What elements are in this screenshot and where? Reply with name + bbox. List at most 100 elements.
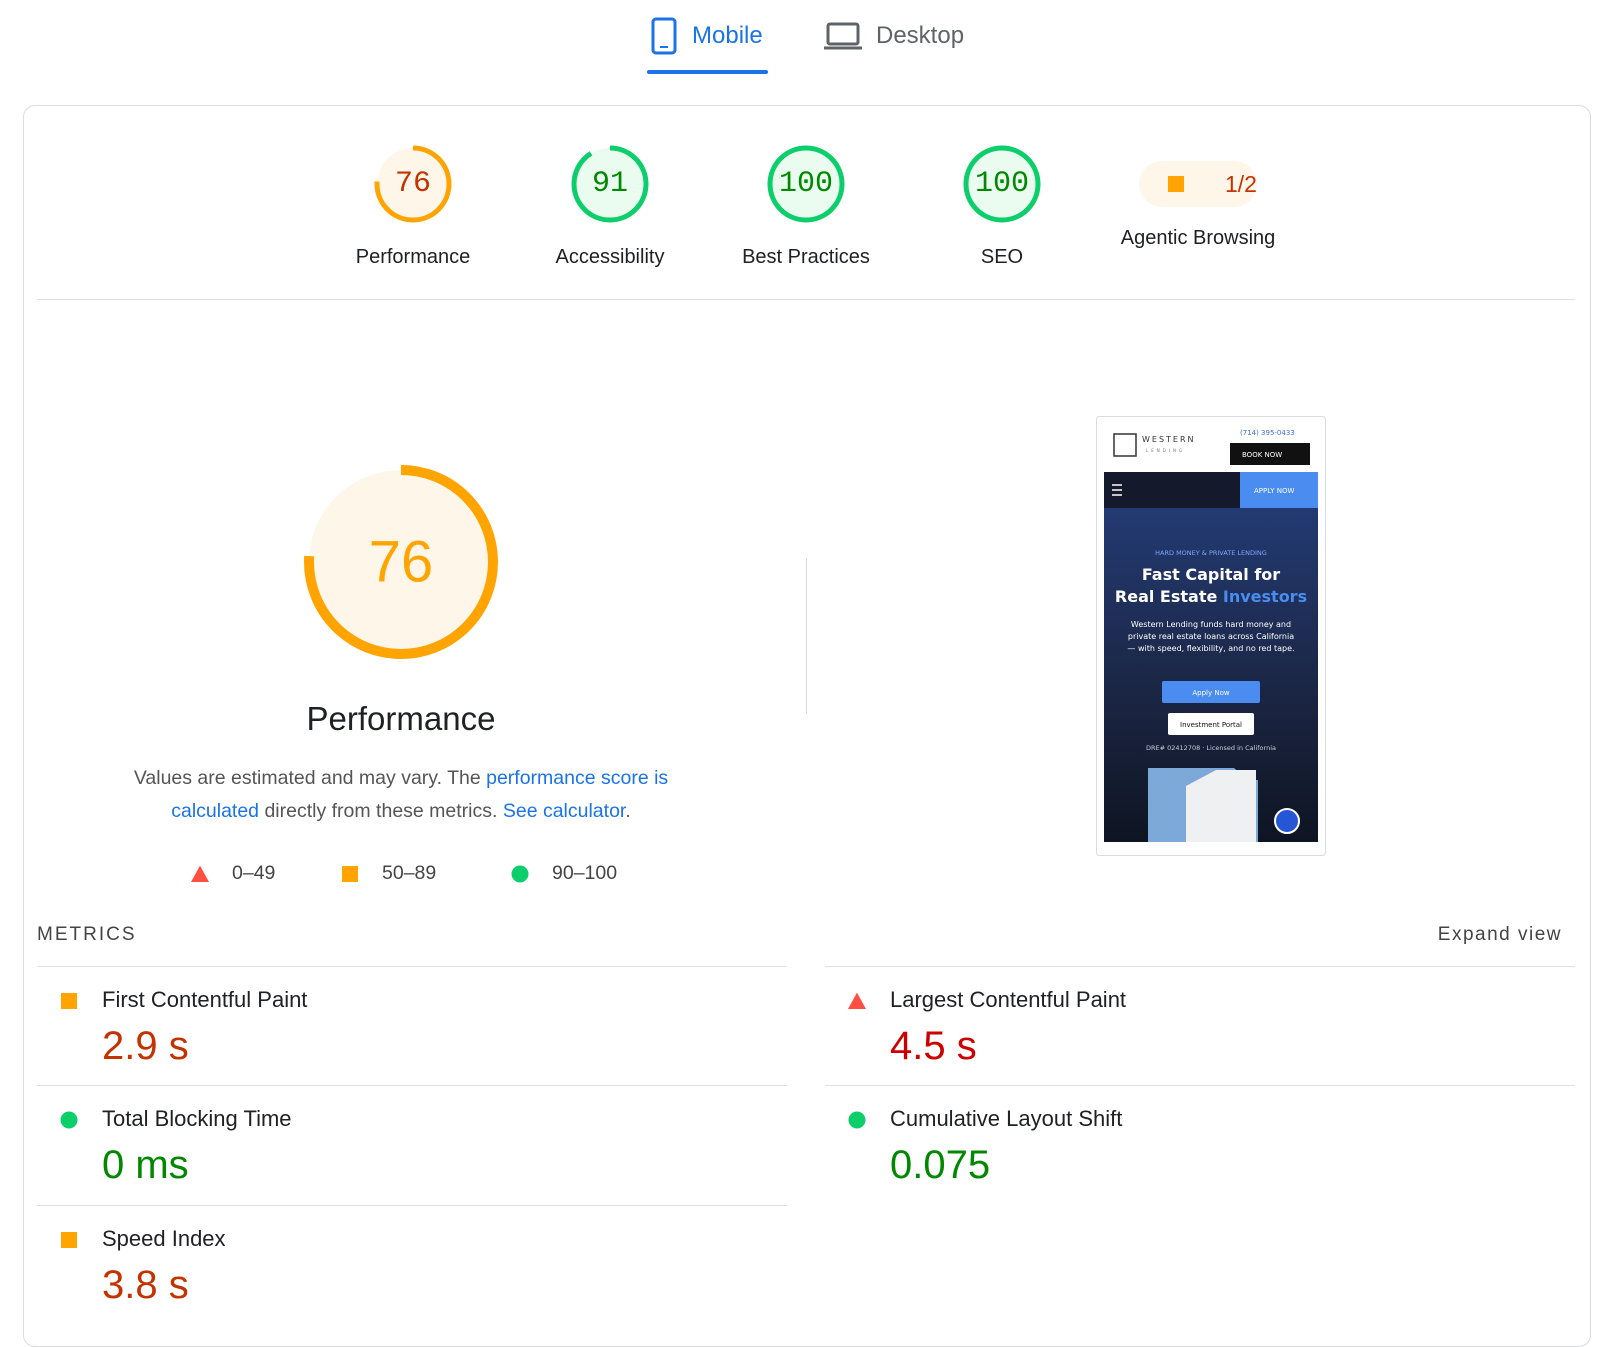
text: Values are estimated and may vary. The: [133, 767, 487, 789]
gauge-background: [770, 148, 842, 220]
text: directly from these metrics.: [259, 800, 503, 822]
average-icon: [1168, 176, 1184, 192]
gauge-label: Best Practices: [742, 246, 870, 268]
metric-divider: [37, 1085, 787, 1086]
license: DRE# 02412708 · Licensed in California: [1146, 744, 1276, 752]
fraction-pill: 1/2: [1139, 161, 1257, 207]
fail-icon: [191, 865, 209, 882]
pass-icon: [60, 1111, 78, 1129]
gauge-arc: [304, 465, 498, 659]
gauge-background: [574, 148, 646, 220]
headline-part: Real Estate: [1115, 587, 1223, 606]
divider: [37, 299, 1575, 300]
performance-title: Performance: [306, 700, 496, 737]
rating-icon: [511, 865, 529, 882]
gauge-score: 76: [395, 167, 431, 201]
gauge: 91: [571, 145, 649, 223]
gauge-score: 100: [779, 167, 833, 201]
legend-item: 50–89: [340, 862, 436, 885]
metric-divider: [37, 1205, 787, 1206]
average-icon: [342, 865, 358, 882]
separator: [806, 558, 807, 714]
rating-icon: [342, 865, 358, 882]
metric-name: Speed Index: [102, 1226, 226, 1251]
tab-label: Desktop: [876, 22, 965, 49]
expand-view[interactable]: Expand view: [1437, 924, 1562, 945]
phone: (714) 395-0433: [1240, 429, 1295, 437]
metric-name: First Contentful Paint: [102, 987, 308, 1012]
tab-indicator: [647, 70, 768, 74]
score-gauge: 100 Best Practices: [716, 142, 896, 269]
score-gauge: 91 Accessibility: [520, 142, 700, 269]
score-gauge: 76 Performance: [323, 142, 503, 269]
average-icon: [61, 993, 77, 1009]
score-gauge: 1/2 Agentic Browsing: [1108, 142, 1288, 250]
metric-value: 3.8 s: [102, 1263, 189, 1307]
page-screenshot: WESTERN LENDING (714) 395-0433 BOOK NOW …: [1096, 416, 1326, 856]
gauge-arc: [767, 145, 845, 223]
fraction-score: 1/2: [1225, 170, 1257, 197]
logo: [1113, 433, 1137, 457]
pass-icon: [848, 1111, 866, 1129]
tab-mobile[interactable]: Mobile: [650, 17, 763, 55]
performance-description: Values are estimated and may vary. The p…: [101, 762, 701, 828]
legend-label: 90–100: [552, 862, 618, 884]
link[interactable]: See calculator: [502, 800, 626, 822]
metric-divider: [825, 1085, 1575, 1086]
book-button: [1230, 443, 1310, 465]
metric-divider: [37, 966, 787, 967]
eyebrow: HARD MONEY & PRIVATE LENDING: [1155, 549, 1267, 557]
metric-divider: [825, 966, 1575, 967]
gauge-score: 91: [592, 167, 628, 201]
gauge: 100: [767, 145, 845, 223]
apply-nav-label: APPLY NOW: [1254, 487, 1294, 495]
gauge-label: Performance: [355, 246, 471, 268]
rating-icon: [848, 1111, 866, 1129]
gauge: 76: [374, 145, 452, 223]
gauge-label: SEO: [980, 246, 1024, 268]
legend-item: 90–100: [510, 862, 617, 885]
apply-nav: [1240, 472, 1318, 508]
tab-desktop[interactable]: Desktop: [824, 18, 964, 54]
pass-icon: [511, 865, 529, 882]
body: — with speed, flexibility, and no red ta…: [1127, 644, 1294, 653]
desktop-icon: [824, 22, 862, 50]
rating-icon: [848, 992, 866, 1009]
metric-value: 0 ms: [102, 1143, 189, 1187]
metric-value: 4.5 s: [890, 1024, 977, 1068]
building: [1186, 770, 1256, 842]
gauge-arc: [374, 145, 452, 223]
metric-value: 0.075: [890, 1143, 991, 1187]
apply-button: [1162, 681, 1260, 703]
gauge-label: Accessibility: [555, 246, 665, 268]
rating-icon: [60, 1111, 78, 1129]
gauge-background: [309, 470, 493, 654]
legend-label: 0–49: [232, 862, 276, 884]
menu-icon: [1112, 484, 1122, 496]
score-gauge: 100 SEO: [912, 142, 1092, 269]
rating-icon: [191, 865, 209, 882]
rating-icon: [61, 1232, 77, 1248]
metric-value: 2.9 s: [102, 1024, 189, 1068]
metric-name: Total Blocking Time: [102, 1106, 292, 1131]
brand-sub: LENDING: [1146, 448, 1185, 453]
accessibility-button: [1274, 808, 1300, 834]
performance-gauge: 76: [304, 465, 498, 659]
book-label: BOOK NOW: [1242, 451, 1282, 459]
rating-icon: [61, 993, 77, 1009]
link[interactable]: performance score is calculated: [171, 767, 669, 822]
fail-icon: [848, 992, 866, 1009]
gauge-background: [966, 148, 1038, 220]
brand: WESTERN: [1142, 435, 1196, 444]
legend-label: 50–89: [382, 862, 437, 884]
portal-button: [1168, 713, 1254, 735]
headline: Real Estate Investors: [1115, 587, 1307, 606]
gauge-score: 76: [369, 530, 434, 595]
rating-icon: [1168, 176, 1184, 192]
apply-label: Apply Now: [1192, 689, 1230, 697]
metric-name: Cumulative Layout Shift: [890, 1106, 1123, 1131]
gauge-arc: [963, 145, 1041, 223]
gauge-score: 100: [975, 167, 1029, 201]
tab-label: Mobile: [692, 22, 763, 49]
mobile-icon: [651, 17, 677, 55]
